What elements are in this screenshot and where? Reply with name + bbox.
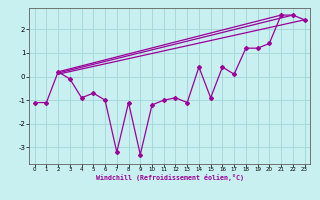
X-axis label: Windchill (Refroidissement éolien,°C): Windchill (Refroidissement éolien,°C) bbox=[96, 174, 244, 181]
